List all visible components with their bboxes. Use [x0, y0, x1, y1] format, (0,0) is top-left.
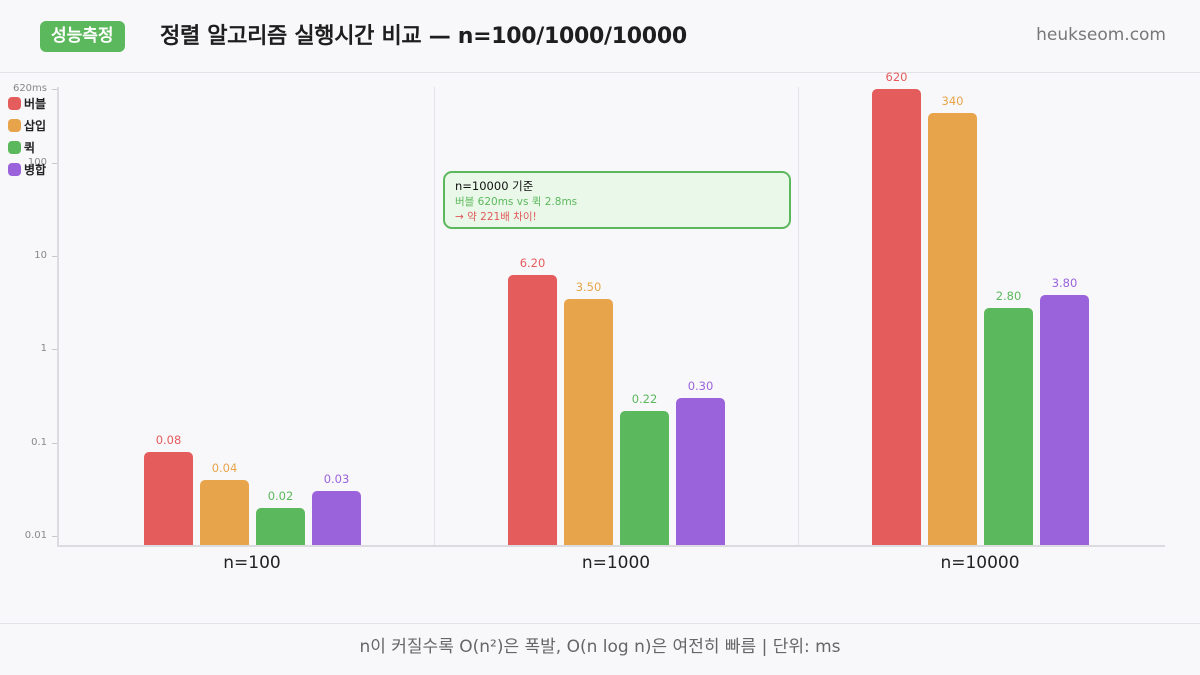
legend-swatch-icon — [8, 140, 21, 154]
y-tick: 0.1 — [0, 437, 57, 455]
y-tick-mark — [52, 536, 57, 537]
y-tick-label: 0.1 — [31, 436, 47, 448]
callout-comparison: 버블 620ms vs 퀵 2.8ms — [455, 196, 578, 208]
bar-chart: 620ms 100 10 1 0.1 0.01 0.08 0.04 0.02 0.03 n=100… — [0, 69, 1200, 623]
y-tick-mark — [52, 349, 57, 351]
y-tick-label: 620ms — [12, 82, 47, 94]
site-name: heukseom.com — [1036, 25, 1166, 45]
bar-value-label: 340 — [941, 94, 964, 109]
bar — [984, 307, 1033, 545]
category-badge: 성능측정 — [40, 21, 125, 52]
y-tick: 0.01 — [0, 530, 57, 548]
bar-value-label: 0.22 — [631, 391, 658, 406]
x-category-label: n=10000 — [940, 553, 1020, 573]
legend-label: 버블 — [24, 96, 47, 111]
group-divider — [798, 87, 799, 545]
bar-value-label: 0.04 — [211, 460, 238, 475]
bar — [620, 410, 669, 545]
y-tick-label: 0.01 — [24, 530, 47, 541]
y-tick-mark — [52, 442, 57, 444]
x-category-label: n=100 — [223, 553, 281, 573]
legend-label: 퀵 — [24, 140, 36, 155]
y-tick-label: 10 — [34, 250, 47, 262]
y-tick: 620ms — [0, 83, 57, 101]
y-tick-mark — [52, 88, 57, 90]
bar — [200, 479, 249, 545]
legend-label: 병합 — [24, 162, 47, 177]
bar — [872, 88, 921, 545]
callout-ratio: → 약 221배 차이! — [455, 211, 537, 223]
bar-value-label: 3.50 — [575, 279, 602, 294]
callout-title: n=10000 기준 — [455, 179, 534, 193]
group-divider — [434, 87, 435, 545]
legend-item: 버블 — [8, 92, 46, 114]
bar-value-label: 0.03 — [323, 472, 350, 487]
footer-caption: n이 커질수록 O(n²)은 폭발, O(n log n)은 여전히 빠름 | … — [0, 623, 1200, 675]
legend-item: 퀵 — [8, 136, 46, 158]
bar — [1040, 295, 1089, 545]
bar-value-label: 6.20 — [519, 256, 546, 271]
bar — [928, 113, 977, 545]
y-tick: 1 — [0, 343, 57, 361]
legend-swatch-icon — [8, 96, 21, 110]
legend-item: 삽입 — [8, 114, 46, 136]
x-category-label: n=1000 — [581, 553, 651, 573]
bar — [256, 507, 305, 545]
y-tick: 10 — [0, 250, 57, 268]
bar — [312, 491, 361, 545]
bar-value-label: 0.02 — [267, 488, 294, 503]
bar — [564, 298, 613, 545]
y-tick: 100 — [0, 157, 57, 175]
y-tick-mark — [52, 162, 57, 164]
y-tick-label: 1 — [40, 343, 47, 355]
bar-value-label: 2.80 — [995, 288, 1022, 303]
legend-swatch-icon — [8, 118, 21, 132]
y-tick-label: 100 — [27, 156, 47, 168]
bar-value-label: 3.80 — [1051, 276, 1078, 291]
legend-label: 삽입 — [24, 118, 47, 133]
annotation-callout: n=10000 기준 버블 620ms vs 퀵 2.8ms → 약 221배 … — [443, 171, 791, 229]
header: 성능측정 정렬 알고리즘 실행시간 비교 — n=100/1000/10000 … — [0, 0, 1200, 73]
bar — [676, 398, 725, 545]
legend-swatch-icon — [8, 162, 21, 176]
y-axis-line — [57, 87, 59, 546]
page-title: 정렬 알고리즘 실행시간 비교 — n=100/1000/10000 — [160, 24, 687, 49]
x-axis-line — [57, 545, 1165, 547]
legend-item: 병합 — [8, 158, 46, 180]
bar-value-label: 0.08 — [155, 432, 182, 447]
bar — [144, 451, 193, 545]
bar — [508, 275, 557, 545]
bar-value-label: 620 — [885, 69, 908, 84]
bar-value-label: 0.30 — [687, 379, 714, 394]
y-tick-mark — [52, 256, 57, 258]
